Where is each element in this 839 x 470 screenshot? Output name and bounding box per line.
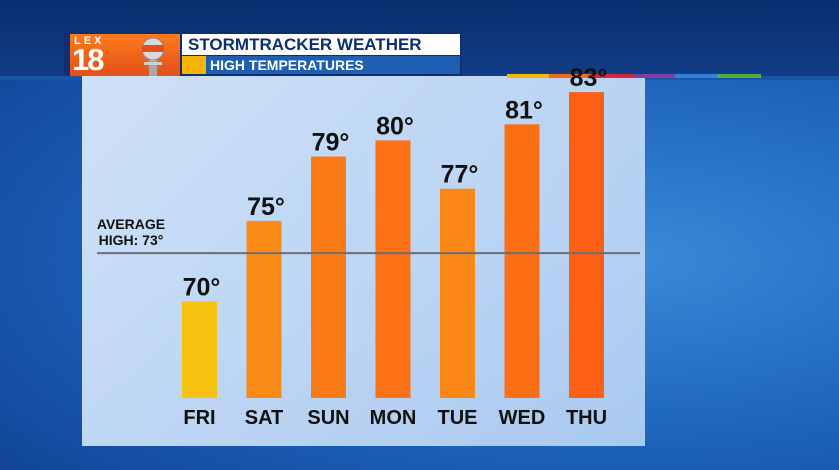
tick-label-wed: WED	[499, 407, 546, 429]
bar-thu	[569, 92, 604, 398]
tick-label-thu: THU	[566, 407, 607, 429]
data-label-sun: 79°	[312, 129, 350, 157]
average-label-line-2: HIGH: 73°	[99, 232, 164, 248]
color-stripe-blue	[675, 74, 717, 78]
average-label-line-1: AVERAGE	[97, 216, 165, 232]
bar-sun	[311, 156, 346, 398]
tick-label-tue: TUE	[438, 407, 478, 429]
tick-label-sat: SAT	[245, 407, 284, 429]
data-label-thu: 83°	[570, 64, 608, 92]
bar-tue	[440, 188, 475, 398]
bar-mon	[375, 140, 411, 398]
title-bar: STORMTRACKER WEATHER	[182, 34, 460, 55]
tick-label-fri: FRI	[183, 407, 215, 429]
tick-label-sun: SUN	[307, 407, 349, 429]
tick-label-mon: MON	[370, 407, 417, 429]
bar-fri	[182, 301, 217, 398]
logo-number: 18	[72, 42, 105, 76]
bar-sat	[246, 220, 282, 398]
data-label-wed: 81°	[505, 96, 543, 124]
page-subtitle: HIGH TEMPERATURES	[210, 57, 364, 73]
subtitle-bar: HIGH TEMPERATURES	[206, 56, 460, 74]
logo-lex-text: LEX	[74, 35, 105, 47]
station-logo: LEX 18	[70, 34, 180, 76]
chart-panel	[82, 76, 645, 446]
data-label-tue: 77°	[441, 161, 479, 189]
bars-layer	[182, 92, 604, 399]
color-stripe-purple	[633, 74, 675, 78]
weather-tower-icon	[141, 37, 165, 76]
data-label-sat: 75°	[247, 193, 285, 221]
page-title: STORMTRACKER WEATHER	[188, 35, 422, 54]
subtitle-accent	[182, 56, 206, 74]
color-stripe-green	[717, 74, 761, 78]
color-stripe-yellow	[507, 74, 549, 78]
data-label-mon: 80°	[376, 112, 414, 140]
color-stripe-orange	[549, 74, 591, 78]
data-label-fri: 70°	[183, 273, 221, 301]
labels-layer: 70° FRI 75° SAT 79° SUN 80° MON 77° TUE 81° WED 83° T…	[183, 64, 608, 429]
color-stripe-red	[591, 74, 633, 78]
bar-wed	[504, 124, 540, 399]
